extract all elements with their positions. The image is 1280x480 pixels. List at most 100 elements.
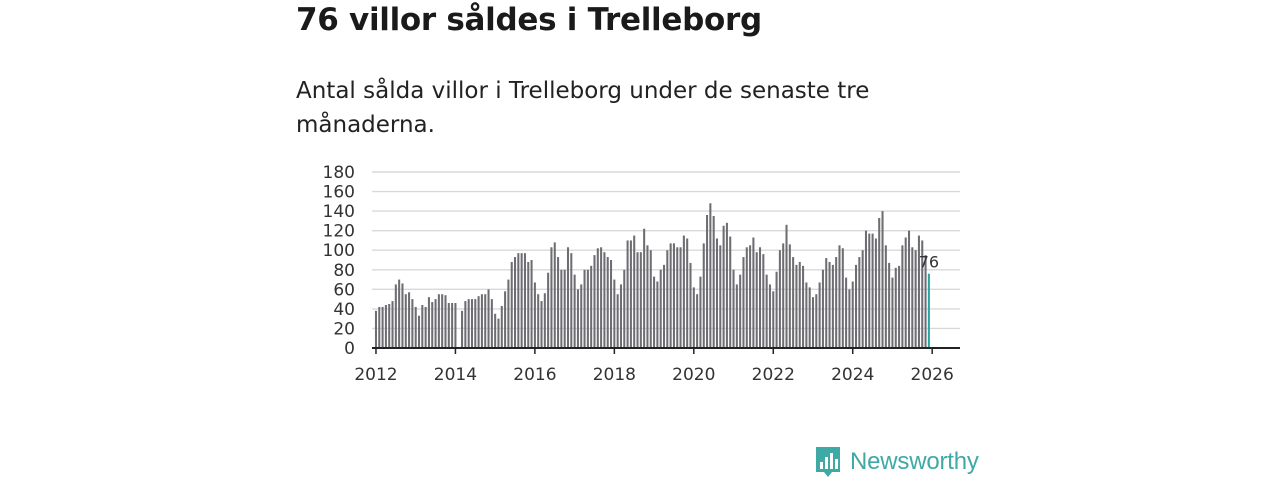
bar [901,245,904,348]
bar [762,254,765,348]
bar [864,230,867,348]
bar [573,274,576,348]
bar [543,293,546,348]
bar [540,301,543,348]
bar [580,284,583,348]
bar [778,250,781,348]
bar [712,216,715,348]
bar [735,284,738,348]
y-tick-label: 20 [333,319,355,339]
y-tick-label: 140 [323,202,355,222]
bar [792,257,795,348]
bar [808,287,811,348]
bar [590,265,593,348]
bar [474,299,477,348]
bar [696,294,699,348]
bar [759,247,762,348]
bar [858,257,861,348]
bar [788,244,791,348]
bar [643,228,646,348]
bar [676,247,679,348]
bar [662,264,666,348]
bar [825,258,828,348]
bar [729,236,732,348]
bar [550,247,553,348]
bar [686,238,689,348]
x-tick-label: 2022 [752,365,795,385]
x-tick-label: 2016 [513,365,556,385]
bar [411,299,414,348]
y-tick-label: 0 [344,339,355,359]
bar [537,294,540,348]
bar [437,294,440,348]
bar [845,277,848,348]
bar [629,240,632,348]
bar [441,294,444,348]
bar [749,245,752,348]
bar [434,299,437,348]
bar [520,253,523,348]
bar [871,233,874,348]
bar [510,261,513,348]
bar [745,247,748,348]
bar [838,245,841,348]
bar [739,274,742,348]
bar [798,261,801,348]
y-tick-label: 40 [333,300,355,320]
bar [388,304,391,348]
bar [821,269,824,348]
bar [414,306,417,348]
bar [454,303,457,348]
bar [421,304,424,348]
bar [451,303,454,348]
bar [768,284,771,348]
bar [772,291,775,348]
bar [646,245,649,348]
bar [480,294,483,348]
bar [709,203,712,348]
bar [401,283,404,348]
bar [487,289,490,348]
bar [504,291,507,348]
bar [725,222,728,348]
bar [911,247,914,348]
bar [384,304,387,348]
bar [874,238,877,348]
bar [765,274,768,348]
bar [610,260,613,348]
bar [494,313,497,348]
bar [706,215,709,348]
bar [381,306,384,348]
x-tick-label: 2024 [831,365,874,385]
y-tick-label: 180 [323,163,355,183]
bar [732,269,735,348]
bar [527,261,530,348]
x-tick-label: 2014 [434,365,477,385]
bar [467,299,470,348]
bar [656,281,659,348]
bar [894,267,897,348]
x-tick-label: 2018 [593,365,636,385]
bar [904,237,907,348]
bar [924,255,927,348]
bar [828,261,831,348]
bar [566,247,570,348]
chart-title: 76 villor såldes i Trelleborg [296,2,762,38]
bar [424,306,427,348]
bar [692,287,695,348]
bar [888,262,891,348]
bar [752,237,755,348]
bar-chart-logo-icon [816,447,840,477]
newsworthy-brand[interactable]: Newsworthy [814,445,979,479]
x-tick-label: 2026 [911,365,954,385]
bar [831,264,834,348]
bar [785,224,788,348]
bar [461,310,464,348]
bar [431,302,434,348]
bar [560,269,563,348]
bar [417,315,421,348]
bar [669,243,672,348]
bar [447,303,450,348]
bar [659,269,662,348]
